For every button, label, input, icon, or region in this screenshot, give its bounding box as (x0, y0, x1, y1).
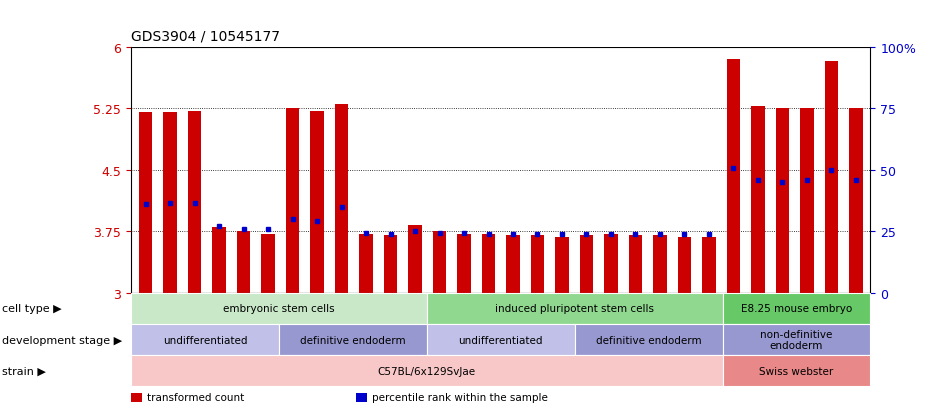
Bar (678, 237, 691, 293)
Bar (653, 236, 666, 293)
Bar (164, 113, 177, 293)
Text: GDS3904 / 10545177: GDS3904 / 10545177 (131, 29, 280, 43)
Text: Swiss webster: Swiss webster (759, 366, 834, 376)
Bar (212, 228, 226, 293)
Bar (384, 236, 397, 293)
Bar (531, 236, 544, 293)
Bar (359, 234, 373, 293)
Bar (825, 62, 838, 293)
Text: definitive endoderm: definitive endoderm (596, 335, 701, 345)
Text: non-definitive
endoderm: non-definitive endoderm (760, 329, 833, 351)
Bar (188, 112, 201, 293)
Bar (579, 236, 593, 293)
Bar (555, 237, 569, 293)
Bar (432, 231, 446, 293)
Text: definitive endoderm: definitive endoderm (300, 335, 405, 345)
Bar (506, 236, 519, 293)
Bar (629, 236, 642, 293)
Bar (605, 234, 618, 293)
Text: induced pluripotent stem cells: induced pluripotent stem cells (495, 304, 654, 314)
Bar (237, 232, 251, 293)
Bar (261, 234, 275, 293)
Bar (335, 105, 348, 293)
Bar (139, 113, 153, 293)
Bar (726, 60, 740, 293)
Bar (408, 225, 422, 293)
Text: embryonic stem cells: embryonic stem cells (223, 304, 335, 314)
Bar (702, 237, 716, 293)
Text: undifferentiated: undifferentiated (163, 335, 247, 345)
Text: percentile rank within the sample: percentile rank within the sample (372, 392, 548, 403)
Bar (849, 109, 862, 293)
Bar (458, 234, 471, 293)
Text: development stage ▶: development stage ▶ (2, 335, 122, 345)
Bar (285, 109, 300, 293)
Text: strain ▶: strain ▶ (2, 366, 46, 376)
Text: E8.25 mouse embryo: E8.25 mouse embryo (741, 304, 852, 314)
Bar (776, 109, 789, 293)
Bar (482, 234, 495, 293)
Text: transformed count: transformed count (147, 392, 244, 403)
Text: C57BL/6x129SvJae: C57BL/6x129SvJae (378, 366, 475, 376)
Bar (751, 107, 765, 293)
Bar (800, 109, 813, 293)
Bar (311, 112, 324, 293)
Text: cell type ▶: cell type ▶ (2, 304, 62, 314)
Text: undifferentiated: undifferentiated (459, 335, 543, 345)
